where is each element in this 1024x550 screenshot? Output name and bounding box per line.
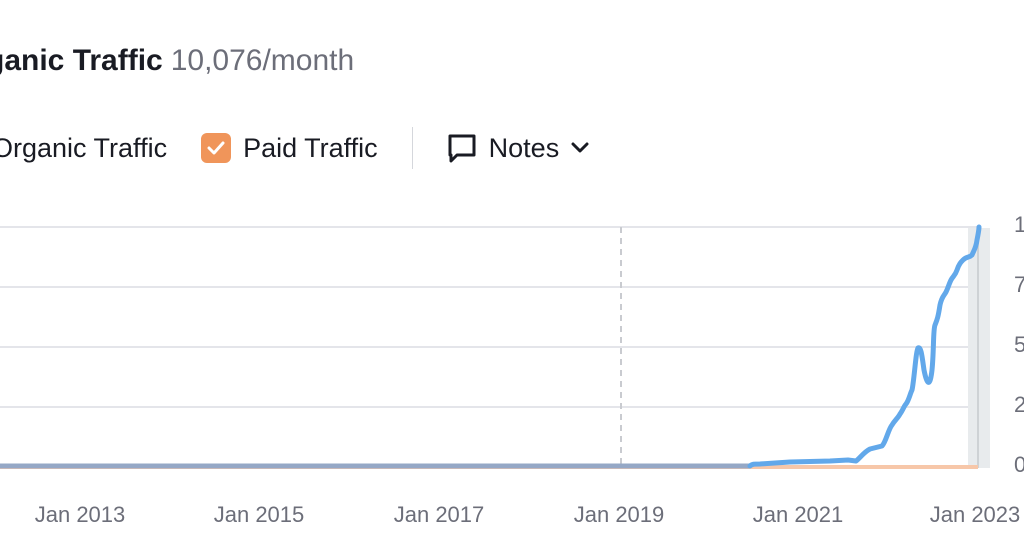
comment-icon bbox=[448, 134, 476, 163]
notes-dropdown[interactable]: Notes bbox=[447, 133, 602, 164]
y-tick-label: 5 bbox=[1014, 332, 1024, 357]
x-tick-label: Jan 2013 bbox=[34, 502, 126, 527]
x-tick-label: Jan 2023 bbox=[929, 502, 1021, 527]
legend-organic-label: Organic Traffic bbox=[0, 132, 168, 163]
chevron-down-icon bbox=[571, 142, 589, 153]
y-tick-label: 1 bbox=[1014, 212, 1024, 237]
checkmark-icon bbox=[207, 141, 225, 155]
legend-divider bbox=[411, 127, 413, 169]
legend-organic-traffic[interactable]: Organic Traffic bbox=[0, 133, 167, 164]
y-tick-label: 2 bbox=[1014, 392, 1024, 417]
chart-title: ganic Traffic bbox=[0, 44, 163, 77]
chart-header: ganic Traffic 10,076/month bbox=[0, 42, 354, 80]
paid-traffic-checkbox[interactable] bbox=[201, 133, 232, 163]
x-tick-label: Jan 2021 bbox=[752, 502, 844, 527]
chart-legend: Organic Traffic Paid Traffic Notes bbox=[0, 126, 601, 170]
organic-traffic-line bbox=[747, 224, 982, 469]
grid-lines bbox=[0, 226, 980, 408]
traffic-value: 10,076/month bbox=[170, 44, 355, 77]
x-tick-label: Jan 2017 bbox=[393, 502, 485, 527]
y-tick-label: 0 bbox=[1014, 452, 1024, 477]
y-tick-label: 7 bbox=[1014, 272, 1024, 297]
notes-label: Notes bbox=[488, 132, 560, 163]
legend-paid-traffic[interactable]: Paid Traffic bbox=[201, 133, 378, 164]
current-period-highlight bbox=[968, 228, 990, 468]
traffic-line-chart[interactable] bbox=[0, 210, 1024, 500]
x-tick-label: Jan 2019 bbox=[573, 502, 665, 527]
x-tick-label: Jan 2015 bbox=[213, 502, 305, 527]
legend-paid-label: Paid Traffic bbox=[243, 132, 378, 163]
